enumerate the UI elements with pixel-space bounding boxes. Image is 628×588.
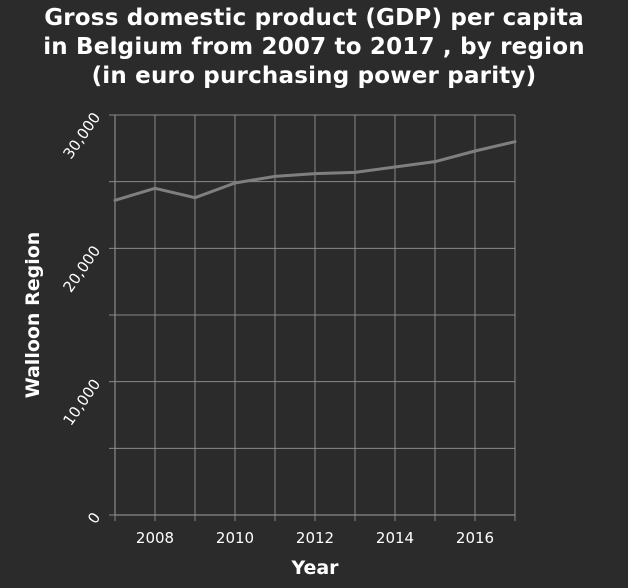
x-tick-label: 2010 [216,529,254,547]
chart-title-line-1: Gross domestic product (GDP) per capita [44,5,584,31]
y-tick-label: 0 [84,509,104,527]
chart-title-line-2: in Belgium from 2007 to 2017 , by region [43,34,585,60]
x-tick-label: 2008 [136,529,174,547]
y-tick-label: 20,000 [59,242,104,295]
chart-title-line-3: (in euro purchasing power parity) [91,63,537,89]
x-tick-label: 2012 [296,529,334,547]
series-group [113,140,517,202]
tick-labels: 2008 2010 2012 2014 2016 0 10,000 20,000 30,000 [59,109,494,547]
chart-title: Gross domestic product (GDP) per capita … [0,4,628,91]
y-tick-label: 10,000 [59,376,104,429]
series-line [113,140,517,202]
axes [109,114,516,521]
x-tick-label: 2016 [456,529,494,547]
gridlines [114,114,516,516]
x-axis-label: Year [290,557,339,579]
x-tick-label: 2014 [376,529,414,547]
y-axis-label: Walloon Region [22,232,44,399]
y-tick-label: 30,000 [59,109,104,162]
